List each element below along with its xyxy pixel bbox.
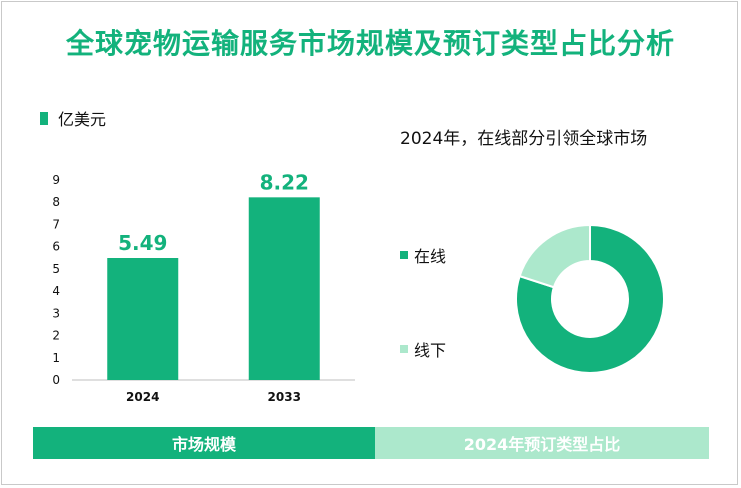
y-tick-label: 4 <box>52 284 60 298</box>
y-tick-label: 2 <box>52 329 60 343</box>
tab-market-size[interactable]: 市场规模 <box>33 427 375 459</box>
y-tick-label: 5 <box>52 262 60 276</box>
bar-legend-label: 亿美元 <box>58 110 107 129</box>
y-tick-label: 8 <box>52 195 60 209</box>
y-tick-label: 3 <box>52 306 60 320</box>
bar-data-label: 8.22 <box>260 170 309 194</box>
bar-legend-swatch <box>40 111 48 125</box>
bar-legend: 亿美元 <box>40 106 106 130</box>
bar-data-label: 5.49 <box>118 231 167 255</box>
y-tick-label: 7 <box>52 217 60 231</box>
y-tick-label: 0 <box>52 373 60 387</box>
y-tick-label: 9 <box>52 173 60 187</box>
pie-legend-online-label: 在线 <box>414 247 447 266</box>
pie-legend-offline-label: 线下 <box>414 341 447 360</box>
pie-legend-offline-swatch <box>400 345 408 353</box>
donut-slice <box>518 223 591 289</box>
tab-booking-share[interactable]: 2024年预订类型占比 <box>375 427 709 459</box>
pie-legend-offline: 线下 <box>400 337 446 361</box>
x-tick-label: 2033 <box>268 390 301 404</box>
donut-slice <box>515 223 665 374</box>
pie-title: 2024年，在线部分引领全球市场 <box>400 129 648 149</box>
pie-legend-online-swatch <box>400 251 408 259</box>
page-title: 全球宠物运输服务市场规模及预订类型占比分析 <box>65 27 675 60</box>
y-tick-label: 6 <box>52 240 60 254</box>
y-tick-label: 1 <box>52 351 60 365</box>
x-tick-label: 2024 <box>126 390 159 404</box>
bar <box>107 258 179 380</box>
pie-legend-online: 在线 <box>400 243 446 267</box>
bar <box>248 197 320 380</box>
